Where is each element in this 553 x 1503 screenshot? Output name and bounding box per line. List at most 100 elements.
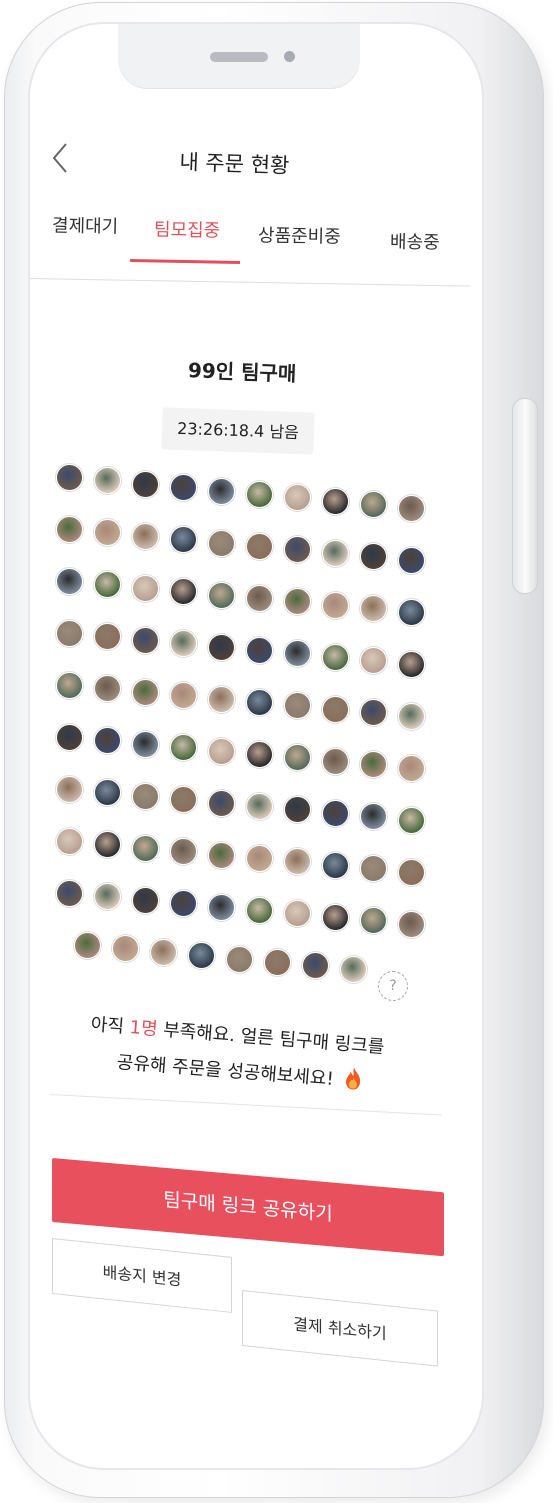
speaker <box>210 52 268 62</box>
participant-avatar <box>264 949 291 976</box>
participant-avatar <box>56 880 83 907</box>
empty-slot-avatar: ? <box>378 971 408 1002</box>
participant-avatar <box>226 945 253 973</box>
participant-avatar <box>56 672 83 699</box>
participant-avatar <box>132 834 159 862</box>
participant-avatar <box>360 543 387 571</box>
participant-avatar <box>360 699 387 727</box>
participant-avatar <box>398 754 425 782</box>
share-link-label: 팀구매 링크 공유하기 <box>163 1188 333 1226</box>
participant-avatar <box>246 689 273 716</box>
participant-avatar <box>398 546 425 574</box>
participant-avatar <box>94 831 121 859</box>
participant-avatar <box>56 568 83 595</box>
participant-avatar <box>208 477 235 505</box>
participant-avatar <box>132 782 159 810</box>
participant-avatar <box>246 793 273 820</box>
participant-avatar <box>208 893 235 921</box>
participant-avatar <box>398 910 425 938</box>
participant-avatar <box>170 682 197 710</box>
participant-avatar <box>360 491 387 519</box>
camera <box>284 51 295 62</box>
participant-avatars <box>30 24 482 1124</box>
participant-avatar <box>170 526 197 554</box>
participant-avatar <box>284 536 311 564</box>
participant-avatar <box>56 620 83 647</box>
participant-avatar <box>132 678 159 706</box>
participant-avatar <box>170 474 197 502</box>
participant-avatar <box>246 585 273 612</box>
participant-avatar <box>56 828 83 855</box>
participant-avatar <box>322 851 349 879</box>
participant-avatar <box>170 630 197 658</box>
phone-frame: 내 주문 현황 결제대기 팀모집중 상품준비중 배송중 99인 팀구매 23:2… <box>4 2 544 1498</box>
participant-avatar <box>322 591 349 619</box>
participant-avatar <box>56 516 83 543</box>
fire-icon <box>346 1067 361 1090</box>
participant-avatar <box>94 727 121 755</box>
share-link-button[interactable]: 팀구매 링크 공유하기 <box>52 1158 444 1257</box>
participant-avatar <box>284 588 311 616</box>
participant-avatar <box>170 786 197 814</box>
participant-avatar <box>398 806 425 834</box>
participant-avatar <box>398 494 425 522</box>
participant-avatar <box>246 741 273 768</box>
participant-avatar <box>208 581 235 609</box>
participant-avatar <box>94 883 121 911</box>
participant-avatar <box>284 900 311 928</box>
participant-avatar <box>56 776 83 803</box>
chevron-left-icon <box>52 143 67 173</box>
participant-avatar <box>284 848 311 876</box>
participant-avatar <box>56 724 83 751</box>
change-address-button[interactable]: 배송지 변경 <box>52 1238 232 1313</box>
participant-avatar <box>360 647 387 675</box>
side-button <box>512 398 538 594</box>
missing-count: 1명 <box>128 1017 159 1041</box>
participant-avatar <box>246 845 273 872</box>
cancel-payment-button[interactable]: 결제 취소하기 <box>242 1290 438 1367</box>
participant-avatar <box>284 796 311 824</box>
participant-avatar <box>94 675 121 703</box>
participant-avatar <box>360 803 387 831</box>
participant-avatar <box>322 695 349 723</box>
participant-avatar <box>302 952 329 980</box>
participant-avatar <box>170 734 197 762</box>
participant-avatar <box>208 841 235 869</box>
participant-avatar <box>284 692 311 720</box>
participant-avatar <box>322 903 349 931</box>
participant-avatar <box>360 855 387 883</box>
participant-avatar <box>322 539 349 567</box>
participant-avatar <box>398 598 425 626</box>
participant-avatar <box>398 702 425 730</box>
participant-avatar <box>322 487 349 515</box>
participant-avatar <box>398 650 425 678</box>
participant-avatar <box>94 519 121 547</box>
participant-avatar <box>94 779 121 807</box>
participant-avatar <box>208 685 235 713</box>
participant-avatar <box>246 481 273 508</box>
participant-avatar <box>132 626 159 654</box>
participant-avatar <box>398 858 425 886</box>
participant-avatar <box>284 484 311 512</box>
notch <box>118 24 360 88</box>
participant-avatar <box>322 643 349 671</box>
participant-avatar <box>94 571 121 599</box>
message-part-1: 아직 <box>90 1013 131 1038</box>
participant-avatar <box>132 730 159 758</box>
back-button[interactable] <box>46 138 76 178</box>
participant-avatar <box>360 751 387 779</box>
participant-avatar <box>246 637 273 664</box>
participant-avatar <box>112 935 139 963</box>
participant-avatar <box>246 897 273 924</box>
participant-avatar <box>208 737 235 765</box>
participant-avatar <box>94 623 121 651</box>
participant-avatar <box>208 529 235 557</box>
participant-avatar <box>74 932 101 959</box>
participant-avatar <box>322 799 349 827</box>
participant-avatar <box>132 522 159 550</box>
participant-avatar <box>94 467 121 495</box>
participant-avatar <box>360 595 387 623</box>
participant-avatar <box>360 907 387 935</box>
participant-avatar <box>132 470 159 498</box>
change-address-label: 배송지 변경 <box>102 1262 182 1290</box>
